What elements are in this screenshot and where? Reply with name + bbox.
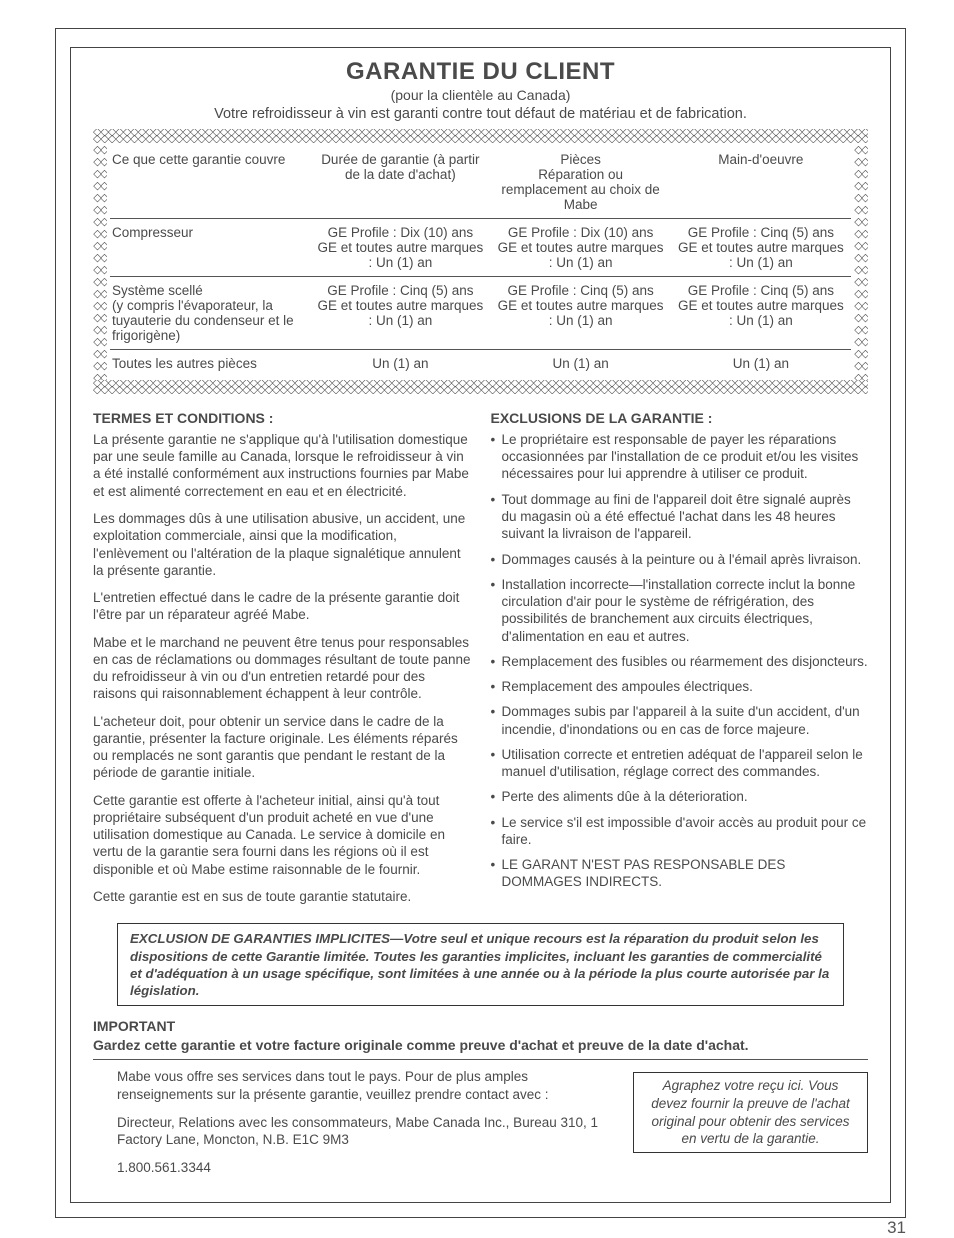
receipt-box: Agraphez votre reçu ici. Vous devez four… (633, 1072, 868, 1152)
chain-right: ◇◇◇◇◇◇◇◇◇◇◇◇◇◇◇◇◇◇◇◇◇◇◇◇◇◇◇◇◇◇◇◇◇◇◇◇◇◇◇◇… (854, 143, 868, 380)
contact-para: Mabe vous offre ses services dans tout l… (117, 1068, 615, 1103)
contact-info: Mabe vous offre ses services dans tout l… (117, 1068, 615, 1186)
contact-phone: 1.800.561.3344 (117, 1159, 615, 1177)
cell: GE Profile : Cinq (5) ansGE et toutes au… (490, 277, 670, 350)
th-parts: PiècesRéparation ou remplacement au choi… (490, 146, 670, 219)
cell: GE Profile : Dix (10) ansGE et toutes au… (490, 219, 670, 277)
cell: Un (1) an (671, 350, 851, 378)
subtitle-statement: Votre refroidisseur à vin est garanti co… (93, 106, 868, 122)
exclusions-list: Le propriétaire est responsable de payer… (491, 431, 869, 891)
cell: Compresseur (110, 219, 310, 277)
list-item: Installation incorrecte—l'installation c… (491, 576, 869, 645)
list-item: Perte des aliments dûe à la déterioratio… (491, 788, 869, 805)
outer-frame: GARANTIE DU CLIENT (pour la clientèle au… (55, 28, 906, 1218)
list-item: Dommages causés à la peinture ou à l'éma… (491, 551, 869, 568)
terms-para: Les dommages dûs à une utilisation abusi… (93, 510, 471, 579)
list-item: Utilisation correcte et entretien adéqua… (491, 746, 869, 781)
list-item: Tout dommage au fini de l'appareil doit … (491, 491, 869, 543)
chain-border-wrap: ◇◇◇◇◇◇◇◇◇◇◇◇◇◇◇◇◇◇◇◇◇◇◇◇◇◇◇◇◇◇◇◇◇◇◇◇◇◇◇◇… (93, 129, 868, 394)
list-item: Le propriétaire est responsable de payer… (491, 431, 869, 483)
important-heading: IMPORTANT (93, 1018, 868, 1034)
th-coverage: Ce que cette garantie couvre (110, 146, 310, 219)
cell: GE Profile : Dix (10) ansGE et toutes au… (310, 219, 490, 277)
warranty-page: GARANTIE DU CLIENT (pour la clientèle au… (0, 0, 954, 1238)
cell: Toutes les autres pièces (110, 350, 310, 378)
table-header-row: Ce que cette garantie couvre Durée de ga… (110, 146, 851, 219)
terms-heading: TERMES ET CONDITIONS : (93, 410, 471, 428)
chain-bottom: ◇◇◇◇◇◇◇◇◇◇◇◇◇◇◇◇◇◇◇◇◇◇◇◇◇◇◇◇◇◇◇◇◇◇◇◇◇◇◇◇… (93, 380, 868, 394)
list-item: Le service s'il est impossible d'avoir a… (491, 814, 869, 849)
chain-left: ◇◇◇◇◇◇◇◇◇◇◇◇◇◇◇◇◇◇◇◇◇◇◇◇◇◇◇◇◇◇◇◇◇◇◇◇◇◇◇◇… (93, 143, 107, 380)
cell: Système scellé(y compris l'évaporateur, … (110, 277, 310, 350)
cell: Un (1) an (310, 350, 490, 378)
important-subheading: Gardez cette garantie et votre facture o… (93, 1037, 868, 1060)
contact-para: Directeur, Relations avec les consommate… (117, 1114, 615, 1149)
warranty-table: Ce que cette garantie couvre Durée de ga… (110, 146, 851, 377)
terms-para: Cette garantie est en sus de toute garan… (93, 888, 471, 905)
terms-para: L'entretien effectué dans le cadre de la… (93, 589, 471, 624)
cell: GE Profile : Cinq (5) ansGE et toutes au… (671, 219, 851, 277)
th-duration: Durée de garantie (à partir de la date d… (310, 146, 490, 219)
terms-para: La présente garantie ne s'applique qu'à … (93, 431, 471, 500)
table-row: Système scellé(y compris l'évaporateur, … (110, 277, 851, 350)
subtitle-audience: (pour la clientèle au Canada) (93, 87, 868, 103)
bottom-section: Mabe vous offre ses services dans tout l… (93, 1068, 868, 1186)
terms-para: Mabe et le marchand ne peuvent être tenu… (93, 634, 471, 703)
page-number: 31 (887, 1218, 906, 1238)
chain-top: ◇◇◇◇◇◇◇◇◇◇◇◇◇◇◇◇◇◇◇◇◇◇◇◇◇◇◇◇◇◇◇◇◇◇◇◇◇◇◇◇… (93, 129, 868, 143)
implied-warranty-box: EXCLUSION DE GARANTIES IMPLICITES—Votre … (117, 923, 844, 1006)
terms-column: TERMES ET CONDITIONS : La présente garan… (93, 410, 471, 915)
table-row: Toutes les autres pièces Un (1) an Un (1… (110, 350, 851, 378)
cell: Un (1) an (490, 350, 670, 378)
exclusions-heading: EXCLUSIONS DE LA GARANTIE : (491, 410, 869, 428)
page-title: GARANTIE DU CLIENT (93, 58, 868, 86)
terms-para: Cette garantie est offerte à l'acheteur … (93, 792, 471, 878)
list-item: Dommages subis par l'appareil à la suite… (491, 703, 869, 738)
list-item: Remplacement des fusibles ou réarmement … (491, 653, 869, 670)
list-item: Remplacement des ampoules électriques. (491, 678, 869, 695)
terms-para: L'acheteur doit, pour obtenir un service… (93, 713, 471, 782)
two-column-body: TERMES ET CONDITIONS : La présente garan… (93, 410, 868, 915)
th-labor: Main-d'oeuvre (671, 146, 851, 219)
table-row: Compresseur GE Profile : Dix (10) ansGE … (110, 219, 851, 277)
inner-frame: GARANTIE DU CLIENT (pour la clientèle au… (70, 47, 891, 1203)
list-item: LE GARANT N'EST PAS RESPONSABLE DES DOMM… (491, 856, 869, 891)
cell: GE Profile : Cinq (5) ansGE et toutes au… (671, 277, 851, 350)
exclusions-column: EXCLUSIONS DE LA GARANTIE : Le propriéta… (491, 410, 869, 915)
cell: GE Profile : Cinq (5) ansGE et toutes au… (310, 277, 490, 350)
